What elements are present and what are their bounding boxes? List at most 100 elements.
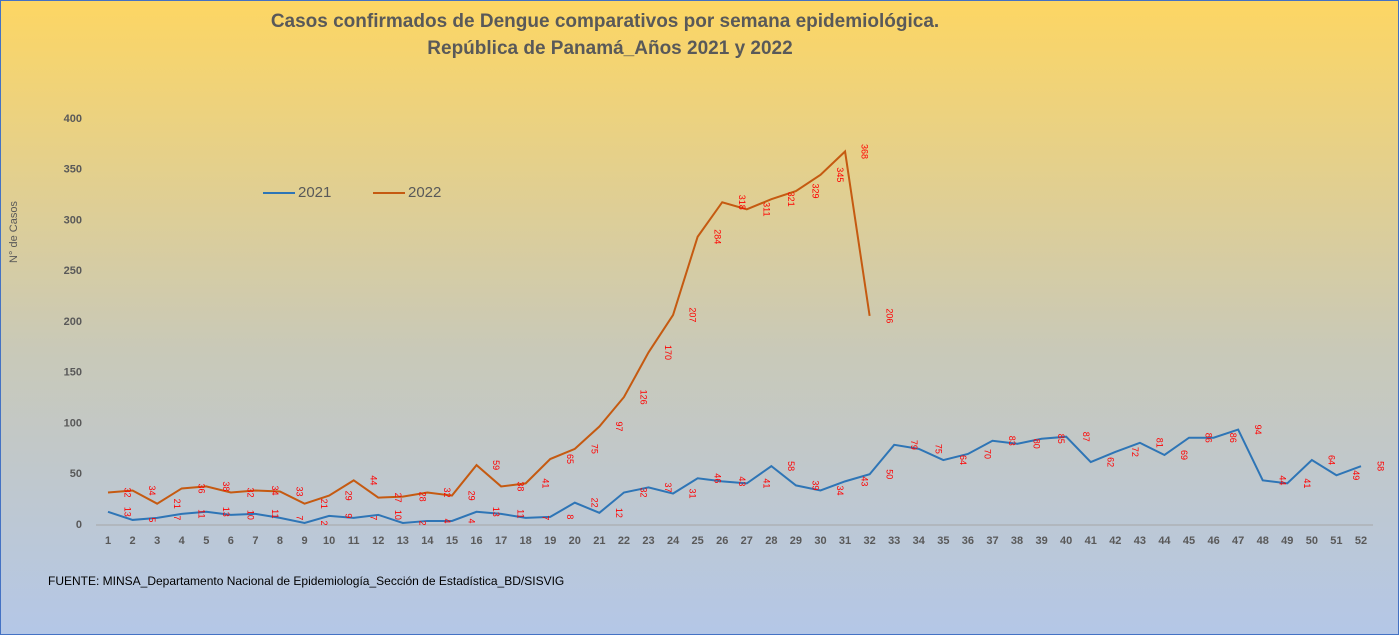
data-label: 59	[491, 460, 501, 470]
x-tick-label: 13	[397, 535, 409, 547]
x-tick-label: 6	[228, 535, 234, 547]
x-tick-label: 39	[1035, 535, 1047, 547]
y-tick-label: 300	[64, 214, 82, 226]
series-line	[107, 149, 871, 505]
data-label: 50	[884, 469, 894, 479]
x-tick-label: 20	[569, 535, 581, 547]
data-label: 64	[958, 455, 968, 465]
data-label: 329	[811, 184, 821, 199]
data-label: 69	[1179, 450, 1189, 460]
x-tick-label: 19	[544, 535, 556, 547]
data-label: 4	[467, 518, 477, 523]
data-label: 345	[835, 167, 845, 182]
data-label: 13	[221, 507, 231, 517]
data-label: 72	[1130, 447, 1140, 457]
x-tick-label: 2	[130, 535, 136, 547]
y-tick-label: 0	[76, 519, 82, 531]
data-label: 8	[565, 514, 575, 519]
x-tick-label: 30	[814, 535, 826, 547]
x-tick-label: 21	[593, 535, 605, 547]
x-tick-label: 9	[301, 535, 307, 547]
x-tick-label: 49	[1281, 535, 1293, 547]
x-tick-label: 26	[716, 535, 728, 547]
chart-title: Casos confirmados de Dengue comparativos…	[271, 11, 939, 32]
data-label: 44	[1277, 475, 1287, 485]
data-label: 284	[712, 229, 722, 244]
data-label: 368	[860, 144, 870, 159]
x-tick-label: 23	[642, 535, 654, 547]
data-label: 80	[1032, 439, 1042, 449]
data-label: 2	[417, 520, 427, 525]
data-label: 43	[860, 476, 870, 486]
data-label: 5	[147, 517, 157, 522]
data-label: 58	[786, 461, 796, 471]
data-label: 49	[1351, 470, 1361, 480]
x-tick-label: 46	[1207, 535, 1219, 547]
data-label: 32	[639, 488, 649, 498]
x-tick-label: 32	[864, 535, 876, 547]
data-label: 86	[1204, 433, 1214, 443]
x-tick-label: 7	[252, 535, 258, 547]
data-label: 36	[196, 483, 206, 493]
x-tick-label: 34	[913, 535, 926, 547]
data-label: 21	[319, 499, 329, 509]
x-tick-label: 3	[154, 535, 160, 547]
x-tick-label: 29	[790, 535, 802, 547]
x-tick-label: 5	[203, 535, 209, 547]
x-tick-label: 15	[446, 535, 458, 547]
data-label: 7	[172, 515, 182, 520]
data-label: 85	[1056, 434, 1066, 444]
data-label: 32	[442, 488, 452, 498]
x-tick-label: 51	[1330, 535, 1342, 547]
y-tick-label: 200	[64, 316, 82, 328]
y-tick-label: 350	[64, 164, 82, 176]
x-tick-label: 31	[839, 535, 851, 547]
x-tick-label: 27	[741, 535, 753, 547]
x-tick-label: 17	[495, 535, 507, 547]
data-label: 29	[344, 491, 354, 501]
x-tick-label: 43	[1134, 535, 1146, 547]
data-label: 11	[516, 509, 526, 518]
x-tick-label: 47	[1232, 535, 1244, 547]
data-label: 62	[1105, 457, 1115, 467]
data-label: 38	[516, 481, 526, 491]
data-label: 10	[393, 510, 403, 520]
data-label: 318	[737, 195, 747, 210]
data-label: 37	[663, 482, 673, 492]
data-label: 28	[417, 492, 427, 502]
data-label: 41	[761, 478, 771, 488]
data-label: 41	[540, 478, 550, 488]
y-tick-label: 50	[70, 468, 82, 480]
data-label: 39	[811, 480, 821, 490]
data-label: 12	[614, 508, 624, 518]
data-label: 94	[1253, 425, 1263, 435]
data-label: 2	[319, 520, 329, 525]
data-label: 58	[1376, 461, 1386, 471]
x-tick-label: 1	[105, 535, 111, 547]
data-label: 43	[737, 476, 747, 486]
data-label: 46	[712, 473, 722, 483]
x-tick-label: 52	[1355, 535, 1367, 547]
data-label: 34	[147, 485, 157, 495]
x-tick-label: 48	[1257, 535, 1269, 547]
data-label: 13	[491, 507, 501, 517]
data-label: 7	[368, 515, 378, 520]
y-tick-label: 150	[64, 367, 82, 379]
data-label: 32	[123, 488, 133, 498]
data-label: 32	[245, 488, 255, 498]
data-label: 4	[442, 518, 452, 523]
x-tick-label: 35	[937, 535, 949, 547]
x-tick-label: 41	[1085, 535, 1097, 547]
x-tick-label: 42	[1109, 535, 1121, 547]
x-tick-label: 16	[470, 535, 482, 547]
data-label: 34	[270, 485, 280, 495]
data-label: 11	[196, 509, 206, 518]
x-tick-label: 25	[692, 535, 704, 547]
data-label: 38	[221, 481, 231, 491]
data-label: 9	[344, 513, 354, 518]
x-tick-label: 11	[348, 535, 360, 547]
data-label: 21	[172, 499, 182, 509]
x-tick-label: 36	[962, 535, 974, 547]
data-label: 70	[983, 449, 993, 459]
